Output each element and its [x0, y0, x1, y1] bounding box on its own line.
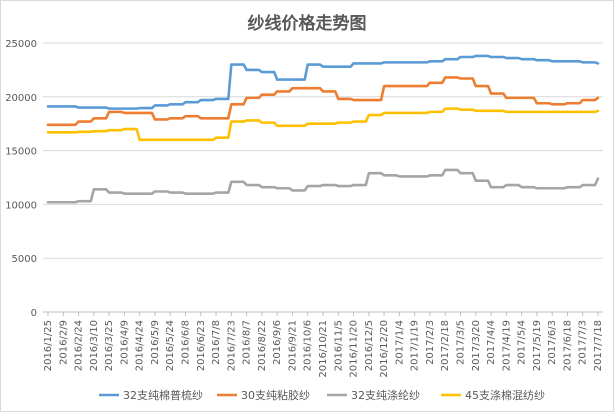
y-tick-label: 20000 — [5, 93, 37, 104]
series-lines — [46, 54, 600, 204]
series-line-1 — [46, 54, 600, 110]
y-tick-label: 0 — [31, 308, 37, 319]
x-tick-label: 2016/8/22 — [257, 320, 268, 371]
x-tick-label: 2017/6/18 — [562, 320, 573, 371]
x-tick-label: 2017/2/3 — [425, 320, 436, 365]
x-tick-label: 2016/4/9 — [119, 320, 130, 365]
x-tick-label: 2016/10/6 — [303, 320, 314, 371]
series-line-3 — [46, 168, 600, 204]
x-tick-label: 2017/5/4 — [517, 320, 528, 365]
gridlines — [43, 42, 603, 313]
x-tick-label: 2017/7/18 — [593, 320, 604, 371]
y-tick-label: 15000 — [5, 147, 37, 158]
y-tick-label: 25000 — [5, 39, 37, 50]
x-tick-label: 2016/8/7 — [242, 320, 253, 365]
x-tick-label: 2016/12/20 — [379, 320, 390, 378]
x-tick-label: 2016/11/20 — [349, 320, 360, 378]
x-tick-label: 2016/9/6 — [272, 320, 283, 365]
chart-title: 纱线价格走势图 — [248, 13, 367, 34]
x-tick-label: 2017/3/5 — [456, 320, 467, 365]
x-tick-label: 2016/7/8 — [211, 320, 222, 365]
legend: 32支纯棉普梳纱 30支纯粘胶纱 32支纯涤纶纱 45支涤棉混纺纱 — [99, 388, 545, 402]
x-tick-label: 2016/2/9 — [58, 320, 69, 365]
x-tick-label: 2016/11/5 — [333, 320, 344, 371]
x-tick-label: 2017/7/3 — [578, 320, 589, 365]
x-tick-label: 2016/5/24 — [165, 320, 176, 371]
x-tick-label: 2017/1/4 — [394, 320, 405, 365]
x-tick-label: 2016/2/24 — [74, 320, 85, 371]
legend-label: 32支纯棉普梳纱 — [123, 388, 203, 402]
x-tick-label: 2016/5/9 — [150, 320, 161, 365]
series-line-4 — [46, 107, 600, 142]
x-tick-label: 2017/5/19 — [532, 320, 543, 371]
x-tick-label: 2017/4/19 — [501, 320, 512, 371]
y-tick-label: 10000 — [5, 200, 37, 211]
x-tick-label: 2017/4/4 — [486, 320, 497, 365]
axes: 0 5000 10000 15000 20000 25000 2016/1/25 2016/2… — [5, 39, 604, 378]
x-tick-label: 2016/7/23 — [226, 320, 237, 371]
x-tick-label: 2017/6/3 — [547, 320, 558, 365]
x-tick-label: 2016/6/8 — [181, 320, 192, 365]
x-tick-label: 2016/12/5 — [364, 320, 375, 371]
x-tick-label: 2016/3/25 — [104, 320, 115, 371]
legend-label: 30支纯粘胶纱 — [241, 388, 310, 402]
x-tick-label: 2016/4/24 — [135, 320, 146, 371]
x-tick-label: 2017/3/20 — [471, 320, 482, 371]
x-tick-label: 2017/2/18 — [440, 320, 451, 371]
x-tick-label: 2016/1/25 — [43, 320, 54, 371]
x-tick-label: 2017/1/19 — [410, 320, 421, 371]
x-tick-label: 2016/9/21 — [287, 320, 298, 371]
x-tick-label: 2016/10/21 — [318, 320, 329, 378]
x-tick-label: 2016/3/10 — [89, 320, 100, 371]
x-tick-label: 2016/6/23 — [196, 320, 207, 371]
legend-label: 32支纯涤纶纱 — [351, 388, 420, 402]
legend-label: 45支涤棉混纺纱 — [465, 388, 545, 402]
y-tick-label: 5000 — [12, 254, 37, 265]
series-line-2 — [46, 76, 600, 127]
